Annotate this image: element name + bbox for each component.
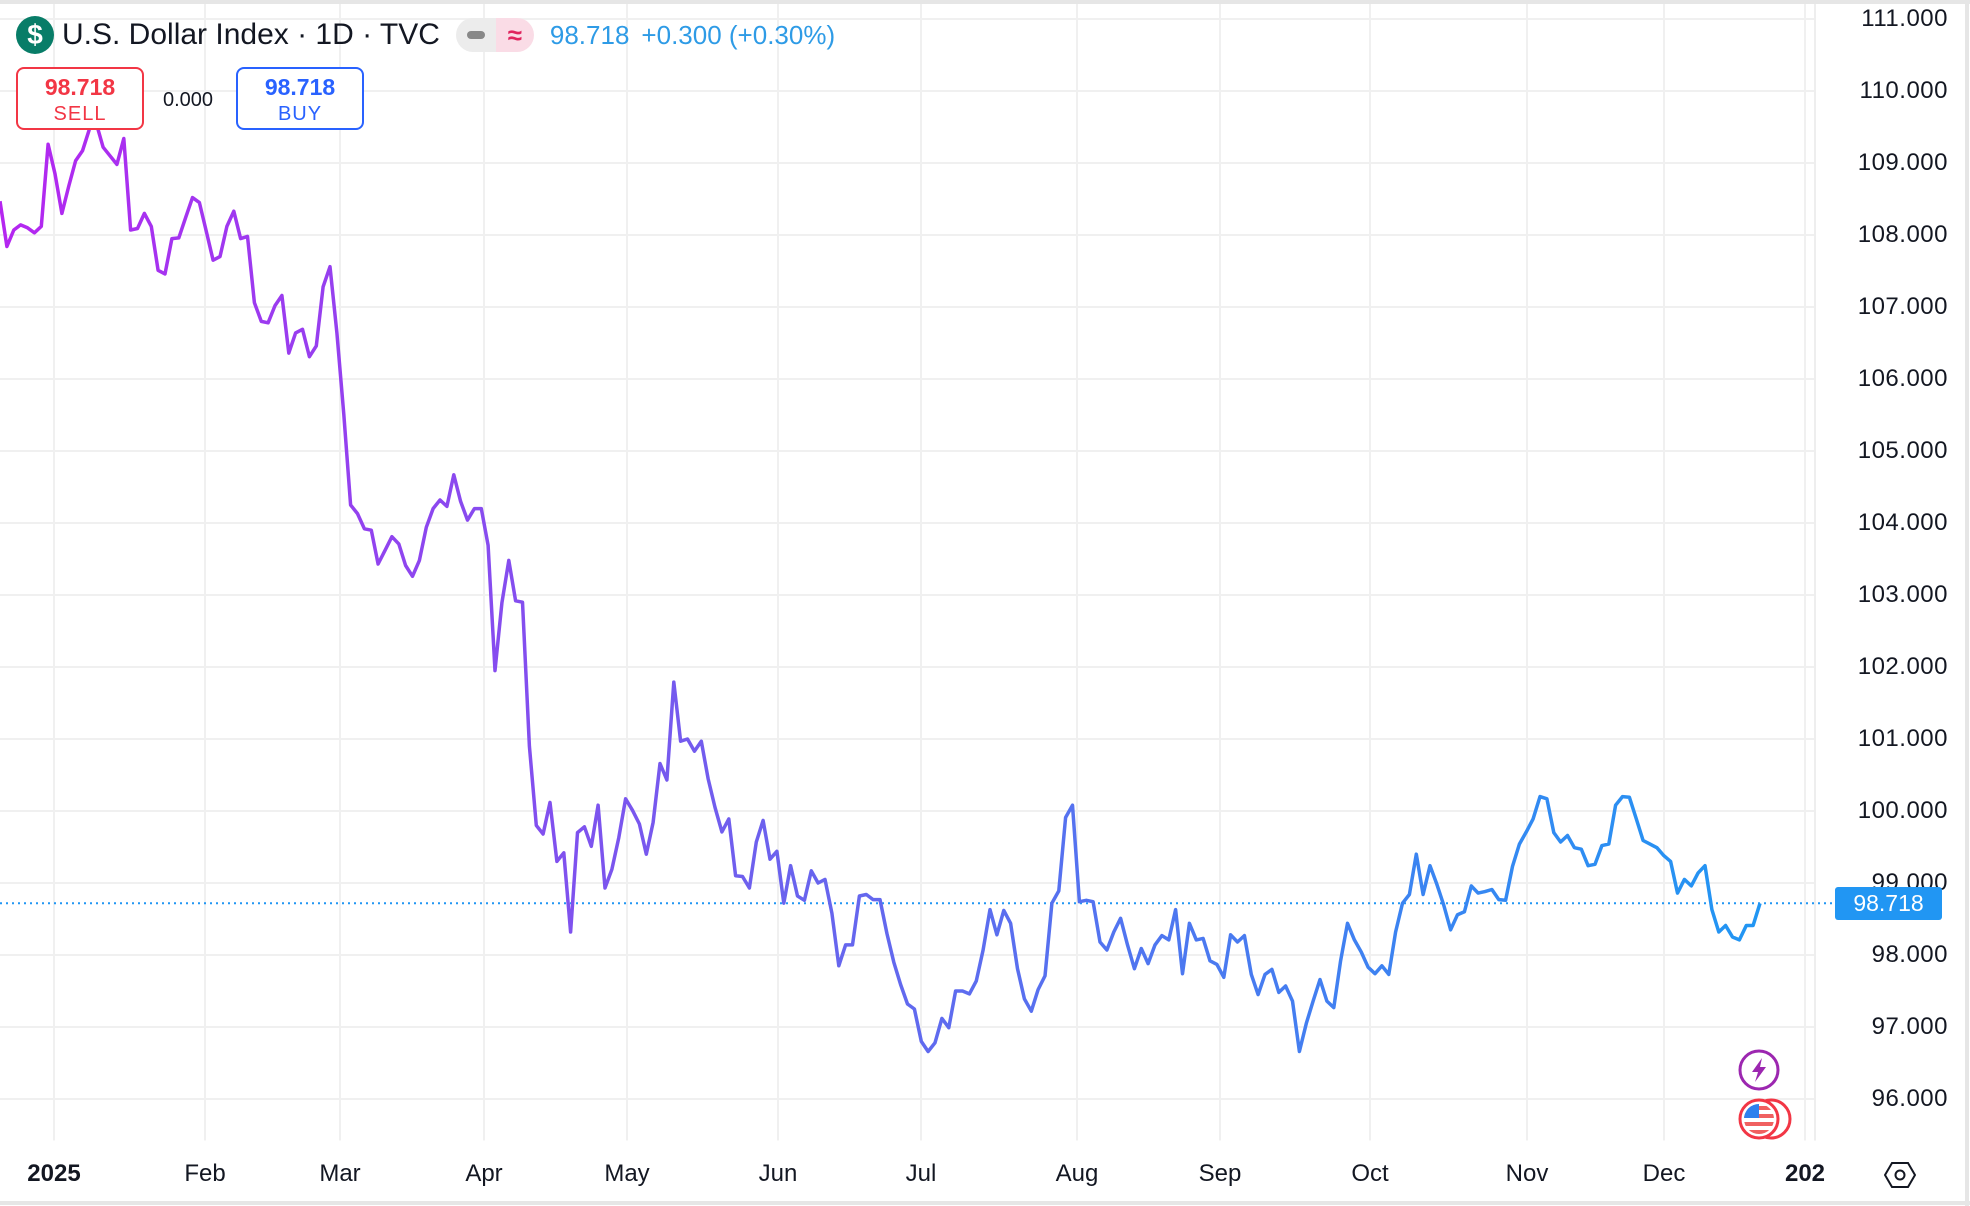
price-axis-label: 109.000 xyxy=(1857,149,1948,176)
time-axis-label: Apr xyxy=(465,1160,503,1187)
time-axis-label: Feb xyxy=(184,1160,226,1187)
price-axis-label: 111.000 xyxy=(1861,5,1948,32)
dollar-icon: $ xyxy=(16,16,54,54)
buy-label: BUY xyxy=(277,103,323,125)
us-flag-icon[interactable] xyxy=(1735,1096,1797,1142)
price-axis-label: 107.000 xyxy=(1857,293,1948,320)
price-axis-label: 104.000 xyxy=(1857,509,1948,536)
grid xyxy=(0,0,1815,1141)
price-axis-label: 102.000 xyxy=(1857,653,1948,680)
price-axis-label: 108.000 xyxy=(1857,221,1948,248)
time-axis-label: Sep xyxy=(1198,1160,1242,1187)
market-status-pill[interactable]: ≈ xyxy=(455,18,534,52)
time-axis-label: Jul xyxy=(905,1160,937,1187)
buy-price: 98.718 xyxy=(264,74,336,100)
market-closed-icon xyxy=(455,18,496,52)
time-axis-label: 202 xyxy=(1784,1160,1826,1187)
time-axis-label: May xyxy=(604,1160,650,1187)
settings-icon[interactable] xyxy=(1884,1160,1916,1190)
buy-button[interactable]: 98.718 BUY xyxy=(236,67,364,130)
quote: 98.718 +0.300 (+0.30%) xyxy=(550,20,835,51)
sell-price: 98.718 xyxy=(44,74,116,100)
last-price: 98.718 xyxy=(549,19,630,50)
delayed-data-icon: ≈ xyxy=(495,18,534,52)
price-axis-label: 96.000 xyxy=(1871,1085,1948,1112)
price-change: +0.300 (+0.30%) xyxy=(641,19,836,50)
price-series-line xyxy=(0,121,1762,1054)
sell-button[interactable]: 98.718 SELL xyxy=(16,67,144,130)
price-axis-label: 101.000 xyxy=(1857,725,1948,752)
price-axis-label: 103.000 xyxy=(1857,581,1948,608)
price-axis-label: 97.000 xyxy=(1871,1013,1948,1040)
time-axis-label: Oct xyxy=(1351,1160,1389,1187)
time-axis-label: Jun xyxy=(758,1160,798,1187)
time-axis-label: Aug xyxy=(1055,1160,1099,1187)
time-axis-label: Dec xyxy=(1642,1160,1686,1187)
symbol-title[interactable]: U.S. Dollar Index · 1D · TVC xyxy=(62,18,440,51)
price-axis-label: 105.000 xyxy=(1857,437,1948,464)
time-axis-label: 2025 xyxy=(27,1160,81,1187)
time-axis-label: Mar xyxy=(319,1160,361,1187)
price-axis-label: 106.000 xyxy=(1857,365,1948,392)
price-axis-label: 110.000 xyxy=(1859,77,1948,104)
legend-header: $ U.S. Dollar Index · 1D · TVC ≈ 98.718 +… xyxy=(16,14,835,56)
sell-label: SELL xyxy=(53,103,107,125)
time-axis-label: Nov xyxy=(1505,1160,1549,1187)
lightning-icon[interactable] xyxy=(1737,1048,1781,1092)
price-axis-label: 98.000 xyxy=(1871,941,1948,968)
price-axis-label: 100.000 xyxy=(1857,797,1948,824)
spread: 0.000 xyxy=(163,89,214,111)
last-price-tag: 98.718 xyxy=(1835,887,1942,920)
